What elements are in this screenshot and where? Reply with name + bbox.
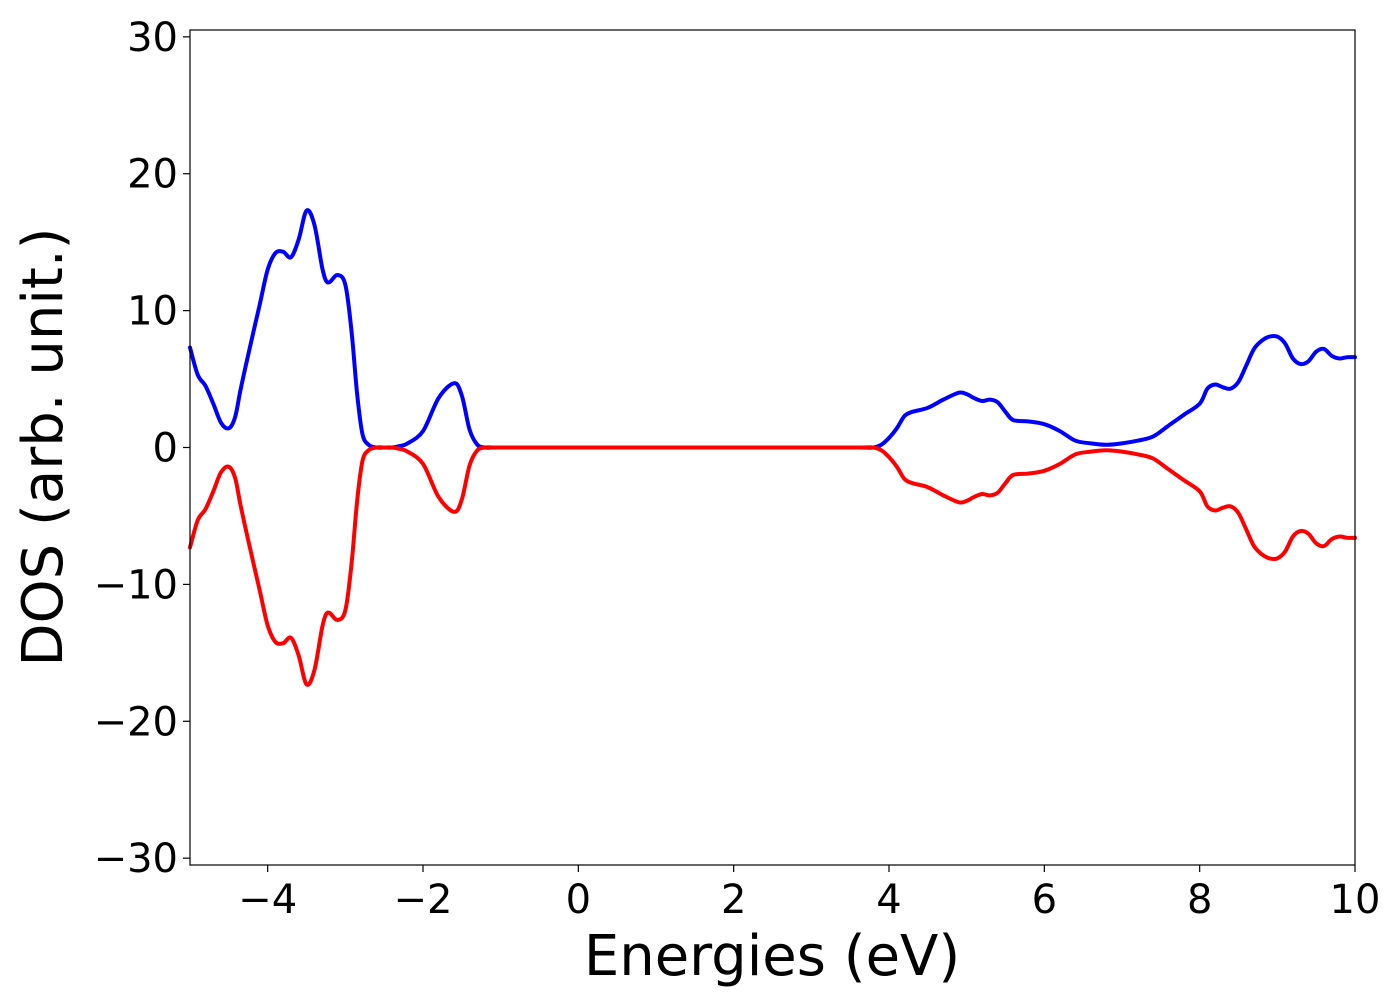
y-tick-label: −30 — [94, 836, 178, 882]
x-tick-label: 6 — [1032, 877, 1057, 923]
series-layer — [188, 208, 1357, 687]
y-axis-label: DOS (arb. unit.) — [11, 227, 76, 666]
dos-series-positive-line — [188, 208, 1357, 450]
x-tick-label: 4 — [876, 877, 901, 923]
y-tick-label: −20 — [94, 699, 178, 745]
x-tick-label: 0 — [566, 877, 591, 923]
x-tick-label: 2 — [721, 877, 746, 923]
x-tick-label: 10 — [1330, 877, 1381, 923]
x-axis-label: Energies (eV) — [584, 924, 960, 989]
y-tick-label: 10 — [127, 289, 178, 335]
x-tick-label: −2 — [394, 877, 453, 923]
y-tick-label: 30 — [127, 15, 178, 61]
y-tick-label: 20 — [127, 152, 178, 198]
dos-series-negative-line — [188, 445, 1357, 687]
y-tick-label: 0 — [153, 426, 178, 472]
x-tick-label: −4 — [238, 877, 297, 923]
y-tick-label: −10 — [94, 562, 178, 608]
x-tick-label: 8 — [1187, 877, 1212, 923]
y-axis: −30 −20 −10 0 10 20 30 — [94, 15, 190, 882]
x-axis: −4 −2 0 2 4 6 8 10 — [238, 865, 1380, 923]
